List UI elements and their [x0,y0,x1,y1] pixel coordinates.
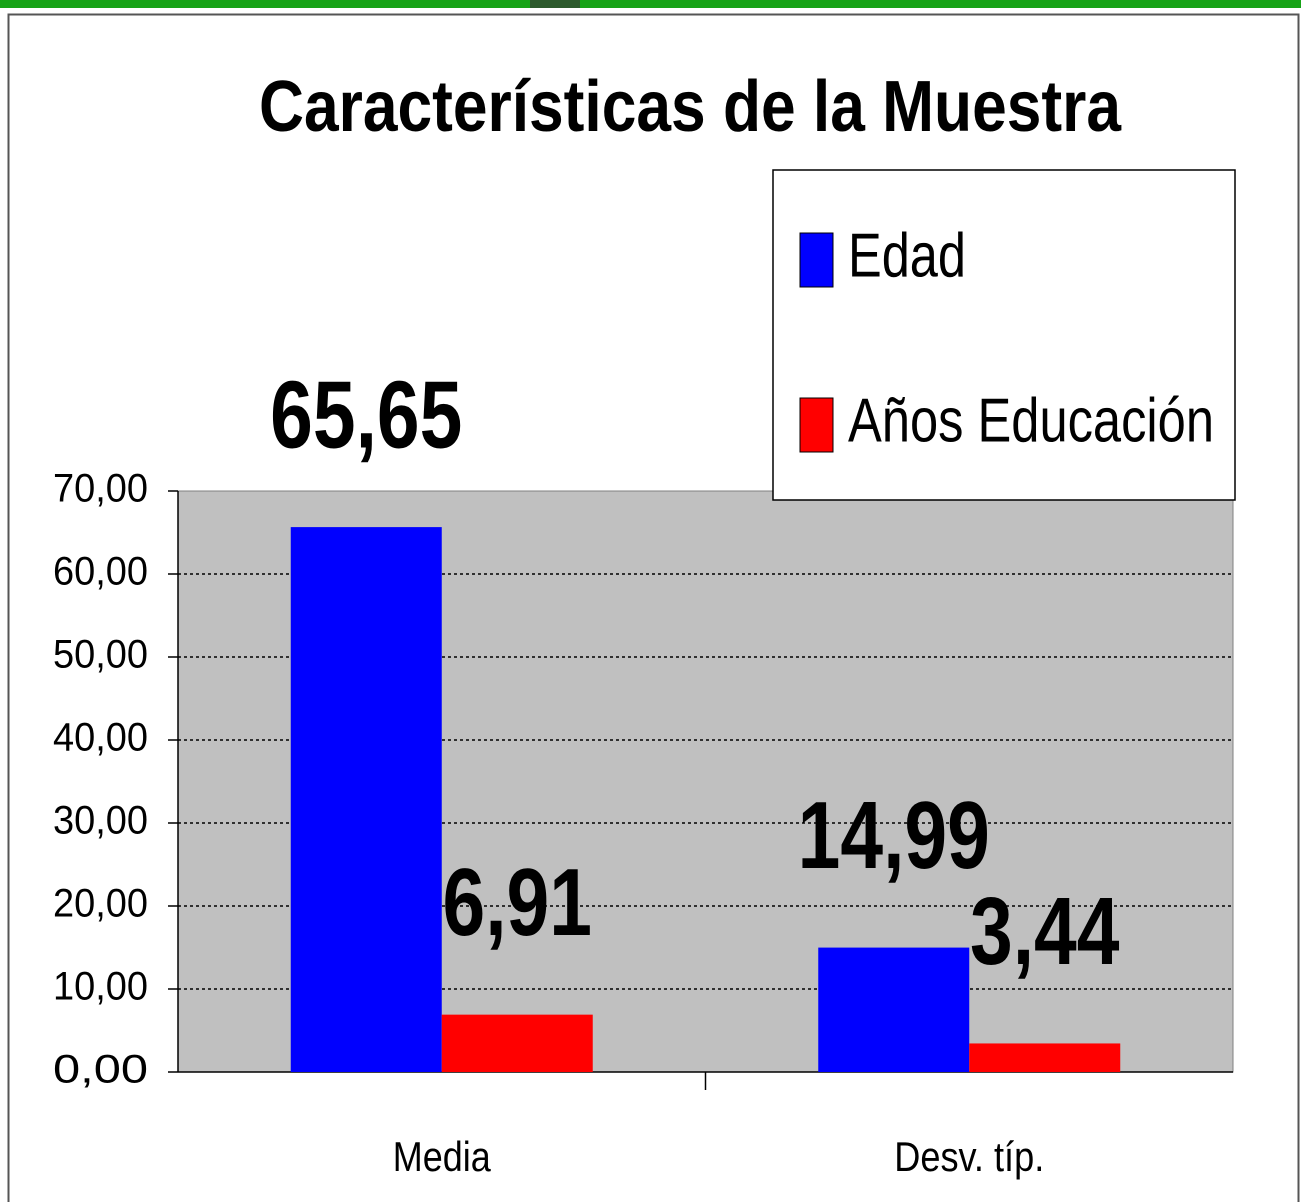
legend-label: Años Educación [848,386,1214,455]
y-tick-label: 20,00 [53,882,148,926]
y-tick-label: 30,00 [53,799,148,843]
chart-title: Características de la Muestra [259,67,1122,147]
data-label: 65,65 [270,361,462,468]
y-tick-label: 60,00 [53,550,148,594]
legend-swatch [799,397,834,453]
top-bar [0,0,1301,8]
data-label: 14,99 [798,782,990,889]
bar [290,527,442,1072]
legend-box [772,169,1236,501]
y-tick-label: 70,00 [53,467,148,511]
data-label: 3,44 [970,878,1119,985]
legend-label: Edad [848,221,966,290]
y-tick-label: 0,00 [53,1048,148,1092]
x-tick-label: Desv. típ. [894,1133,1044,1180]
bar [441,1014,593,1072]
legend-swatch [799,232,834,288]
bar [969,1043,1121,1072]
bar [818,947,970,1072]
x-tick-label: Media [393,1133,492,1180]
top-bar-tab [530,0,580,8]
y-tick-label: 10,00 [53,965,148,1009]
data-label: 6,91 [443,849,592,956]
y-tick-label: 40,00 [53,716,148,760]
y-tick-label: 50,00 [53,633,148,677]
